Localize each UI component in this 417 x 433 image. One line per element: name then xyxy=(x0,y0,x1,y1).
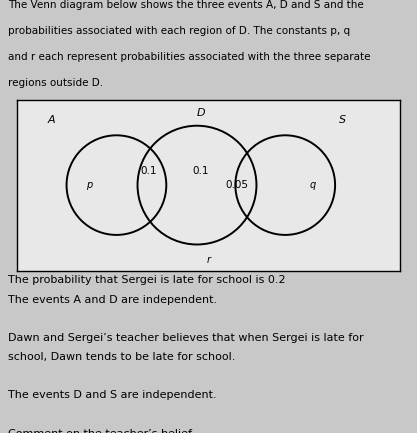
Text: The Venn diagram below shows the three events A, D and S and the: The Venn diagram below shows the three e… xyxy=(8,0,364,10)
Text: D: D xyxy=(196,108,205,118)
Text: Dawn and Sergei’s teacher believes that when Sergei is late for: Dawn and Sergei’s teacher believes that … xyxy=(8,333,364,343)
Text: and r each represent probabilities associated with the three separate: and r each represent probabilities assoc… xyxy=(8,52,371,62)
Text: r: r xyxy=(206,255,211,265)
Text: The probability that Sergei is late for school is 0.2: The probability that Sergei is late for … xyxy=(8,275,286,285)
Text: The events A and D are independent.: The events A and D are independent. xyxy=(8,294,217,305)
Text: school, Dawn tends to be late for school.: school, Dawn tends to be late for school… xyxy=(8,352,236,362)
Text: q: q xyxy=(309,180,316,190)
Text: S: S xyxy=(339,115,347,125)
Text: 0.1: 0.1 xyxy=(141,166,157,176)
Text: p: p xyxy=(86,180,92,190)
Text: 0.1: 0.1 xyxy=(193,166,209,176)
Text: probabilities associated with each region of D. The constants p, q: probabilities associated with each regio… xyxy=(8,26,350,36)
Text: 0.05: 0.05 xyxy=(226,180,249,190)
Text: regions outside D.: regions outside D. xyxy=(8,78,103,87)
Text: Comment on the teacher’s belief.: Comment on the teacher’s belief. xyxy=(8,429,195,433)
Text: The events D and S are independent.: The events D and S are independent. xyxy=(8,391,217,401)
Text: A: A xyxy=(48,115,55,125)
